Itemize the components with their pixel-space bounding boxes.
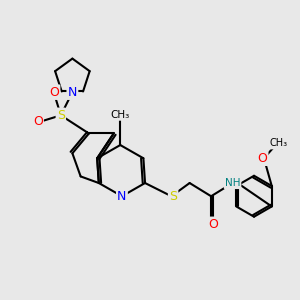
Text: O: O	[49, 86, 59, 99]
Text: S: S	[57, 109, 65, 122]
Text: NH: NH	[225, 178, 240, 188]
Text: O: O	[257, 152, 267, 165]
Text: O: O	[208, 218, 218, 231]
Text: S: S	[169, 190, 177, 203]
Text: N: N	[117, 190, 127, 203]
Text: N: N	[68, 86, 77, 99]
Text: CH₃: CH₃	[111, 110, 130, 120]
Text: O: O	[33, 116, 43, 128]
Text: CH₃: CH₃	[270, 138, 288, 148]
